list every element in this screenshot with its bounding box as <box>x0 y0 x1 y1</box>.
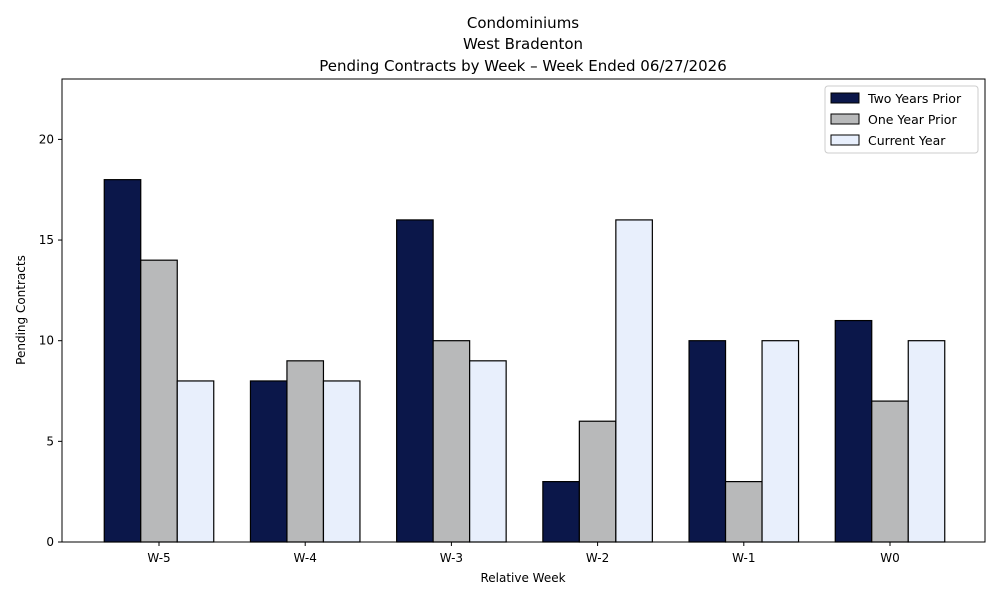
bar-w-1-series-1 <box>688 340 727 543</box>
x-axis-label: Relative Week <box>480 571 565 585</box>
legend-label-series-2: One Year Prior <box>868 112 957 127</box>
bars-group <box>103 179 946 543</box>
y-tick-label: 20 <box>39 132 54 146</box>
bar-w0-series-3 <box>907 340 946 543</box>
plot-frame <box>61 78 986 543</box>
bar-w-2-series-3 <box>615 219 653 543</box>
legend: Two Years Prior One Year Prior Current Yea… <box>824 85 979 154</box>
chart-title-line-3: Pending Contracts by Week – Week Ended 0… <box>319 57 726 75</box>
bar-w-5-series-2 <box>140 259 178 543</box>
x-tick-label: W0 <box>880 551 900 565</box>
y-axis: 0 5 10 15 20 <box>39 132 62 549</box>
legend-swatch-series-3 <box>830 134 860 146</box>
legend-swatch-series-2 <box>830 113 860 125</box>
x-tick-label: W-3 <box>440 551 463 565</box>
legend-label-series-1: Two Years Prior <box>867 91 962 106</box>
y-tick-label: 0 <box>46 535 54 549</box>
bar-w-3-series-1 <box>396 219 434 543</box>
bar-w-2-series-2 <box>578 420 617 543</box>
chart-title-line-1: Condominiums <box>467 14 579 32</box>
legend-swatch-series-1 <box>830 92 860 104</box>
bar-w-5-series-3 <box>176 380 215 543</box>
bar-w-1-series-2 <box>724 481 763 543</box>
chart-title: Condominiums West Bradenton Pending Cont… <box>319 14 726 75</box>
bar-w-3-series-3 <box>469 360 507 543</box>
y-tick-label: 5 <box>46 434 54 448</box>
bar-w-4-series-2 <box>286 360 325 543</box>
chart-title-line-2: West Bradenton <box>463 35 583 53</box>
bar-w-2-series-1 <box>542 481 580 543</box>
bar-w-5-series-1 <box>103 179 142 543</box>
x-tick-label: W-2 <box>586 551 609 565</box>
legend-box <box>824 85 979 154</box>
bar-w-4-series-3 <box>322 380 361 543</box>
bar-w0-series-2 <box>871 400 909 543</box>
x-tick-label: W-1 <box>732 551 755 565</box>
y-axis-label: Pending Contracts <box>14 255 28 365</box>
bar-w-1-series-3 <box>761 340 800 543</box>
legend-label-series-3: Current Year <box>868 133 946 148</box>
x-tick-label: W-5 <box>147 551 170 565</box>
bar-w0-series-1 <box>834 319 873 543</box>
bar-w-3-series-2 <box>432 340 471 543</box>
bar-w-4-series-1 <box>249 380 288 543</box>
x-axis: W-5 W-4 W-3 W-2 W-1 W0 <box>147 542 900 565</box>
y-tick-label: 10 <box>39 334 54 348</box>
y-tick-label: 15 <box>39 233 54 247</box>
x-tick-label: W-4 <box>294 551 317 565</box>
